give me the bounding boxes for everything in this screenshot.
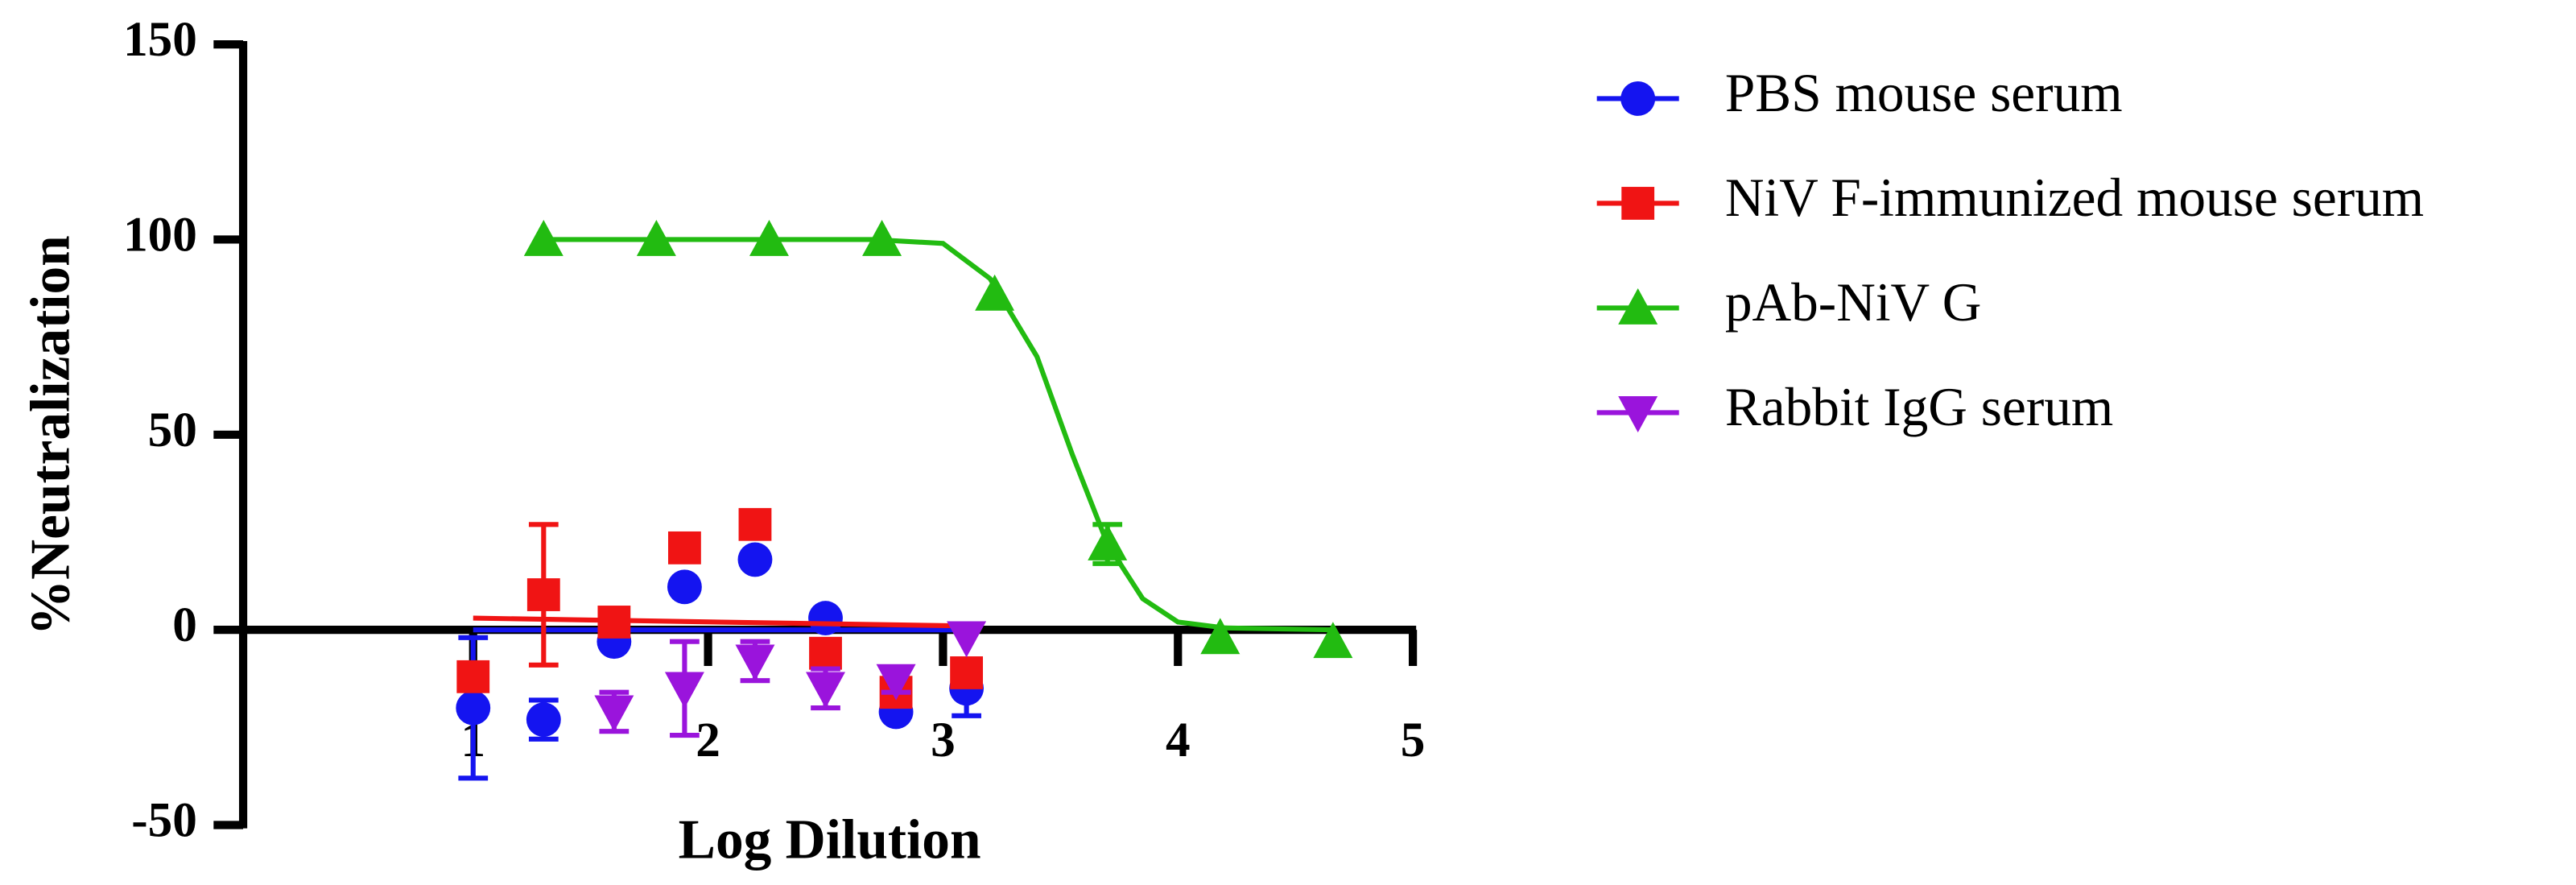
y-tick-label: 100: [123, 208, 197, 263]
legend-marker: [1618, 396, 1658, 432]
data-point: [1088, 524, 1128, 560]
data-point: [636, 219, 676, 256]
data-point: [526, 702, 561, 738]
data-point: [749, 219, 789, 256]
data-point: [456, 690, 491, 726]
data-point: [523, 219, 564, 256]
data-point: [735, 644, 775, 681]
legend-marker: [1620, 81, 1656, 116]
data-point: [950, 656, 984, 689]
data-point: [738, 507, 772, 541]
y-axis-label: %Neutralization: [20, 235, 82, 635]
legend-label: Rabbit IgG serum: [1725, 377, 2113, 437]
data-point: [808, 601, 843, 636]
data-point: [737, 542, 773, 577]
y-tick-label: 150: [123, 12, 197, 67]
data-point: [809, 636, 842, 670]
x-tick-label: 5: [1401, 713, 1426, 767]
data-point: [597, 606, 631, 639]
x-tick-label: 4: [1166, 713, 1191, 767]
data-point: [1313, 622, 1353, 659]
fit-curve: [473, 615, 967, 629]
data-point: [667, 569, 702, 605]
data-point: [862, 219, 902, 256]
data-point: [664, 672, 704, 709]
x-tick-label: 3: [931, 713, 956, 767]
data-point: [526, 578, 560, 611]
data-point: [947, 621, 987, 658]
x-axis-label: Log Dilution: [679, 808, 981, 871]
data-point: [594, 695, 634, 732]
fit-curve: [543, 237, 1333, 633]
y-tick-label: -50: [131, 793, 197, 848]
data-point: [1200, 618, 1241, 655]
legend-label: PBS mouse serum: [1725, 63, 2123, 123]
data-point: [876, 664, 916, 701]
legend-marker: [1621, 187, 1655, 220]
x-tick-label: 2: [696, 713, 720, 767]
data-point: [975, 274, 1015, 311]
legend-label: NiV F-immunized mouse serum: [1725, 167, 2424, 228]
data-point: [456, 660, 490, 693]
y-tick-label: 0: [172, 598, 197, 652]
data-point: [806, 672, 845, 709]
y-tick-label: 50: [148, 403, 197, 457]
legend-marker: [1618, 287, 1658, 325]
legend-label: pAb-NiV G: [1725, 272, 1982, 333]
data-point: [668, 531, 701, 564]
